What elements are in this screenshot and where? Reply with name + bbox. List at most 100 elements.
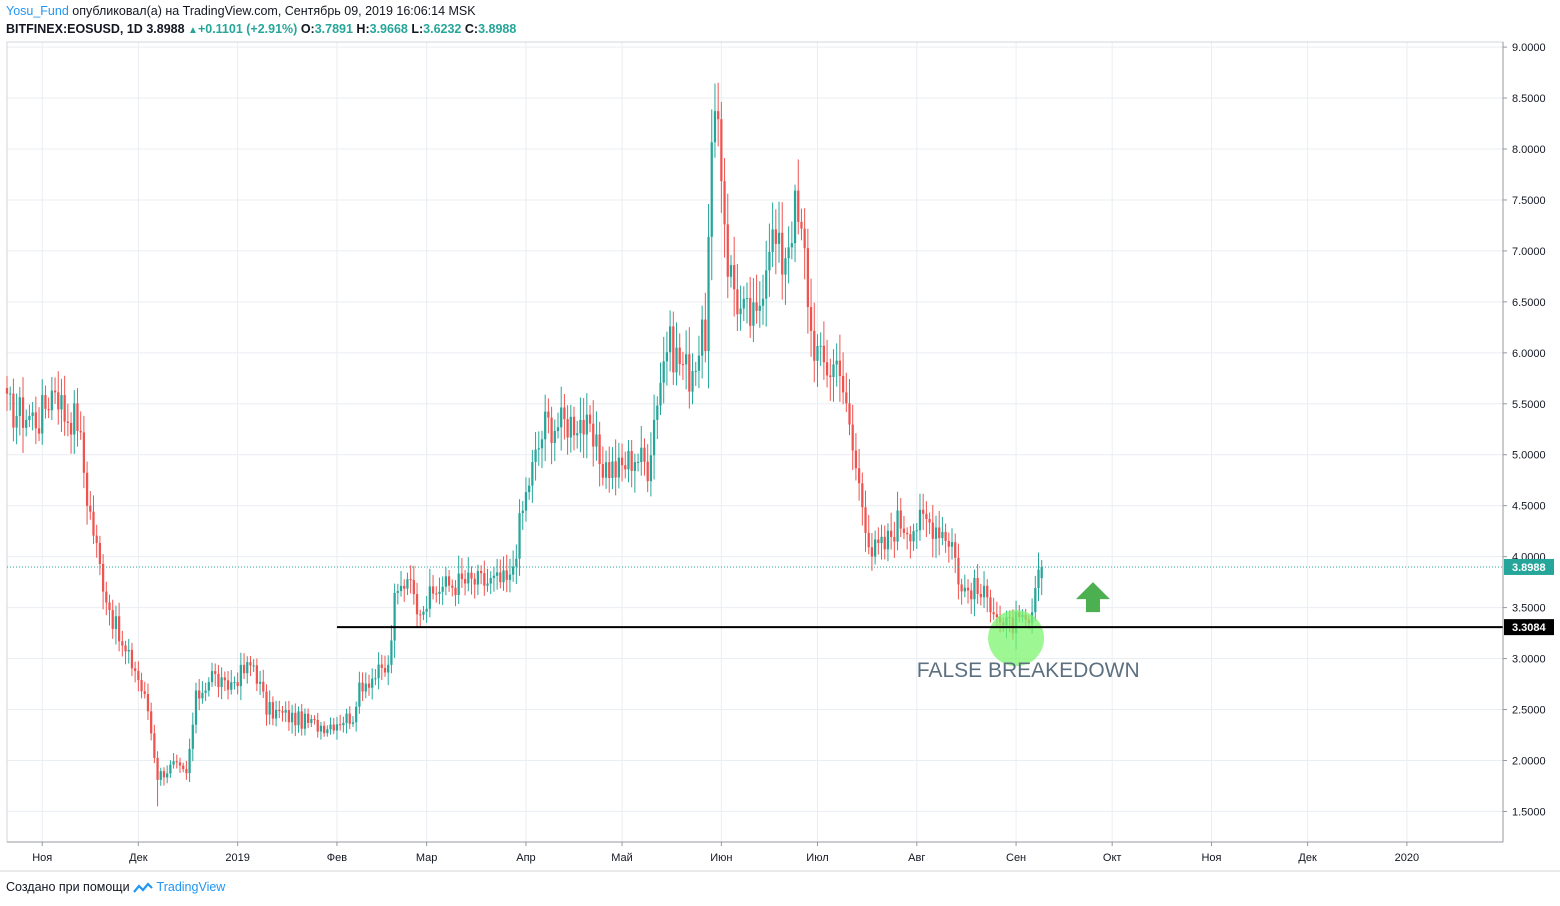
candle-body: [390, 640, 393, 665]
candle-body: [53, 390, 57, 393]
symbol-name: BITFINEX:EOSUSD, 1D: [6, 22, 143, 36]
candle-body: [723, 181, 726, 225]
candle-body: [662, 361, 665, 383]
candle-body: [636, 462, 640, 464]
price-tick-label: 6.0000: [1512, 348, 1546, 360]
close-value: 3.8988: [478, 22, 517, 36]
candle-body: [989, 597, 992, 613]
candle-body: [284, 710, 287, 713]
publish-info: Yosu_Fund опубликовал(а) на TradingView.…: [6, 4, 476, 18]
candle-body: [624, 465, 627, 470]
candle-body: [79, 430, 82, 433]
price-tick-label: 2.0000: [1512, 755, 1546, 767]
candle-body: [736, 289, 739, 315]
candle-body: [188, 748, 191, 774]
candle-body: [995, 614, 998, 618]
time-tick-label: Июл: [806, 852, 828, 864]
candles: [5, 82, 1043, 807]
candle-body: [166, 773, 169, 778]
candle-body: [848, 403, 851, 425]
candle-body: [130, 649, 134, 669]
time-tick-label: Ноя: [1201, 852, 1221, 864]
candle-body: [531, 462, 534, 486]
candle-body: [374, 678, 377, 680]
candle-body: [569, 416, 572, 438]
candle-body: [691, 371, 694, 392]
candle-body: [781, 232, 784, 275]
candle-body: [201, 692, 204, 699]
time-tick-label: Авг: [908, 852, 925, 864]
candle-body: [85, 472, 89, 506]
candle-body: [451, 585, 454, 588]
last-price-badge-label: 3.8988: [1512, 562, 1546, 574]
candle-body: [137, 671, 140, 681]
price-tick-label: 1.5000: [1512, 806, 1546, 818]
time-tick-label: Апр: [516, 852, 535, 864]
candle-body: [630, 450, 633, 471]
candle-body: [707, 236, 710, 352]
candle-body: [191, 724, 194, 749]
candle-body: [57, 392, 60, 410]
candle-body: [1040, 566, 1043, 579]
published-text: опубликовал(а) на TradingView.com, Сентя…: [72, 4, 476, 18]
candle-body: [492, 575, 496, 579]
candle-body: [31, 412, 34, 417]
candle-body: [281, 711, 284, 713]
time-tick-label: Дек: [1298, 852, 1317, 864]
candle-body: [172, 761, 175, 765]
candle-body: [576, 433, 579, 436]
candle-body: [303, 713, 307, 729]
candle-body: [185, 769, 188, 774]
candle-body: [60, 395, 63, 410]
author-link[interactable]: Yosu_Fund: [6, 4, 69, 18]
candle-body: [12, 393, 15, 428]
candle-body: [105, 591, 108, 603]
candle-body: [377, 664, 380, 679]
price-change: +0.1101 (+2.91%): [197, 22, 298, 36]
candle-body: [95, 535, 98, 543]
candle-body: [694, 370, 697, 372]
candle-body: [5, 388, 9, 394]
candle-body: [896, 510, 899, 542]
candle-body: [963, 587, 966, 592]
candle-body: [278, 709, 281, 712]
candle-body: [348, 713, 351, 724]
candle-body: [857, 468, 861, 484]
candle-body: [499, 572, 502, 583]
candle-body: [601, 464, 604, 478]
candle-body: [733, 265, 736, 290]
candle-body: [944, 531, 947, 541]
candle-body: [249, 662, 252, 666]
candle-body: [66, 421, 69, 423]
footer-brand[interactable]: TradingView: [156, 880, 226, 894]
level-price-badge: [1504, 619, 1554, 636]
candle-body: [819, 345, 822, 347]
candle-body: [922, 509, 925, 514]
candle-body: [934, 527, 938, 539]
price-tick-label: 3.5000: [1512, 603, 1546, 615]
candle-body: [204, 690, 207, 693]
tradingview-logo-icon[interactable]: [133, 880, 156, 894]
candle-body: [214, 671, 217, 674]
candle-body: [351, 722, 355, 724]
candle-body: [611, 461, 614, 479]
candle-body: [444, 576, 447, 587]
candle-body: [925, 513, 928, 519]
candle-body: [28, 416, 31, 421]
candle-body: [800, 221, 803, 229]
candle-body: [761, 298, 765, 306]
candle-body: [396, 591, 399, 593]
candle-body: [332, 724, 335, 731]
candle-body: [239, 664, 242, 687]
candle-body: [595, 434, 598, 447]
grid: [6, 41, 1504, 843]
candle-body: [399, 585, 403, 592]
candle-body: [861, 483, 864, 508]
candle-body: [258, 681, 262, 684]
low-value: 3.6232: [423, 22, 462, 36]
annotation-false-breakdown: FALSE BREAKEDOWN: [917, 659, 1140, 682]
candle-body: [758, 305, 761, 311]
price-tick-label: 7.5000: [1512, 195, 1546, 207]
candle-body: [765, 270, 768, 299]
